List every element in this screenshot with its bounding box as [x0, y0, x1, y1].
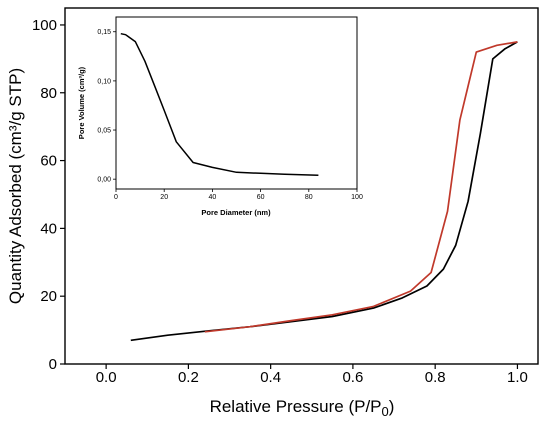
inset-x-tick-label: 0 [114, 194, 118, 201]
inset-x-tick-label: 100 [351, 194, 363, 201]
main-y-tick-label: 60 [40, 153, 57, 170]
inset-ylabel: Pore Volume (cm³/g) [77, 66, 86, 139]
inset-y-tick-label: 0,05 [97, 128, 111, 135]
main-x-tick-label: 0.8 [425, 369, 446, 386]
inset-y-tick-label: 0,10 [97, 78, 111, 85]
main-x-tick-label: 0.2 [178, 369, 199, 386]
inset-xlabel: Pore Diameter (nm) [201, 208, 271, 217]
main-ylabel: Quantity Adsorbed (cm³/g STP) [6, 68, 25, 304]
main-xlabel-text: Relative Pressure (P/P [210, 397, 382, 416]
inset-x-tick-label: 80 [305, 194, 313, 201]
inset-x-tick-label: 60 [257, 194, 265, 201]
inset-series-line-0 [120, 32, 319, 176]
main-y-tick-label: 40 [40, 220, 57, 237]
main-y-tick-label: 0 [49, 356, 57, 373]
main-x-tick-label: 1.0 [507, 369, 528, 386]
inset-x-tick-label: 20 [160, 194, 168, 201]
main-series [130, 41, 518, 342]
inset-background [116, 17, 357, 189]
main-y-tick-label: 20 [40, 288, 57, 305]
inset-x-tick-label: 40 [209, 194, 217, 201]
inset-y-tick-label: 0,15 [97, 29, 111, 36]
main-y-tick-label: 100 [32, 17, 57, 34]
main-x-tick-label: 0.0 [96, 369, 117, 386]
inset-series [120, 32, 319, 176]
main-series-line-1 [204, 41, 518, 333]
main-x-tick-label: 0.6 [342, 369, 363, 386]
inset-ticks: 0 20 40 60 80 100 0,00 0,05 0,10 0,15 [97, 29, 363, 201]
main-xlabel-subscript: 0 [382, 404, 389, 419]
main-xlabel-end: ) [389, 397, 395, 416]
main-x-tick-label: 0.4 [260, 369, 281, 386]
main-xlabel: Relative Pressure (P/P0) [210, 397, 395, 419]
main-ticks: 0.0 0.2 0.4 0.6 0.8 1.0 0 20 40 60 80 100 [32, 17, 528, 386]
inset-y-tick-label: 0,00 [97, 177, 111, 184]
main-plot-frame [64, 7, 539, 365]
inset-plot-frame [115, 16, 358, 190]
main-y-tick-label: 80 [40, 85, 57, 102]
